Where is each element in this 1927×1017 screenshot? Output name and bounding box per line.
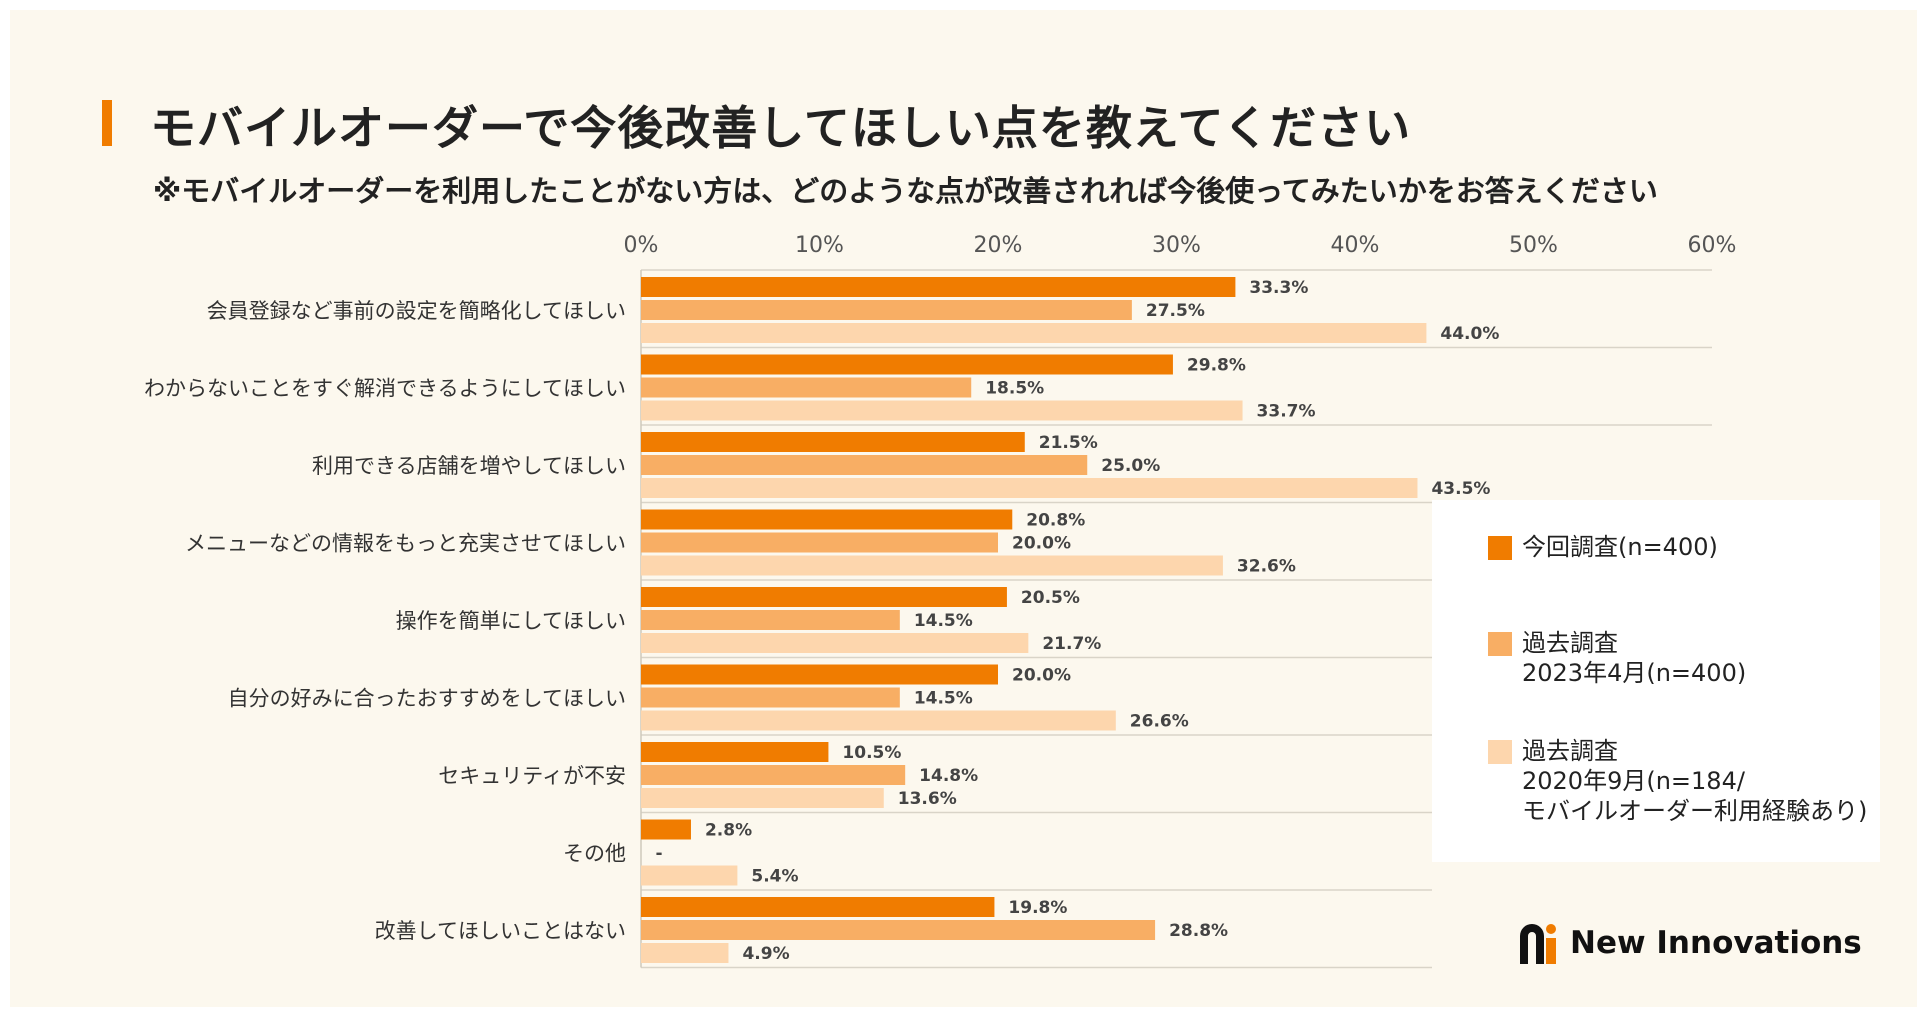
bar [641,587,1007,607]
category-label: メニューなどの情報をもっと充実させてほしい [185,532,626,556]
bar [641,664,998,685]
bar [641,765,906,785]
data-label: 44.0% [1440,324,1499,344]
bar [641,532,998,553]
data-label: 14.5% [914,611,973,631]
data-label: 2.8% [705,821,752,841]
legend-swatch-2020 [1488,740,1512,764]
bar [641,400,1243,421]
legend: 今回調査(n=400) 過去調査 2023年4月(n=400) 過去調査 202… [1432,500,1880,862]
bar [641,478,1418,498]
data-label: 26.6% [1130,712,1189,732]
data-label: 25.0% [1101,456,1160,476]
bar [641,687,900,708]
legend-swatch-current [1488,536,1512,560]
title-accent-bar [102,100,112,146]
logo-text: New Innovations [1570,925,1862,961]
data-label: 19.8% [1008,898,1067,918]
x-tick-label: 0% [624,233,659,258]
x-tick-label: 30% [1152,233,1201,258]
brand-logo: New Innovations [1518,920,1862,966]
bar [641,432,1025,452]
data-label: 29.8% [1187,356,1246,376]
bar [641,742,829,762]
legend-label: 過去調査 [1522,629,1618,657]
bar [641,865,738,886]
data-label: 20.8% [1026,511,1085,531]
data-label: 10.5% [842,743,901,763]
category-label: 利用できる店舗を増やしてほしい [312,454,626,478]
bar [641,819,691,840]
bar [641,455,1088,475]
data-label: 28.8% [1169,921,1228,941]
data-label: 43.5% [1431,479,1490,499]
bar [641,788,884,808]
data-label: 21.7% [1042,634,1101,654]
data-label: 18.5% [985,379,1044,399]
chart-title: モバイルオーダーで今後改善してほしい点を教えてください [150,101,1412,155]
category-label: 改善してほしいことはない [375,919,626,943]
data-label: 14.8% [919,766,978,786]
data-label: 20.0% [1012,534,1071,554]
x-tick-label: 20% [974,233,1023,258]
data-label: 20.5% [1021,588,1080,608]
legend-label: 過去調査 [1522,737,1618,765]
bar [641,323,1427,343]
data-label: 33.3% [1249,278,1308,298]
x-tick-label: 40% [1331,233,1380,258]
legend-label: モバイルオーダー利用経験あり) [1522,797,1868,825]
chart-subtitle: ※モバイルオーダーを利用したことがない方は、どのような点が改善されれば今後使って… [153,174,1658,208]
category-label: セキュリティが不安 [438,764,626,788]
bar [641,897,995,917]
x-tick-label: 60% [1688,233,1737,258]
data-label: - [655,844,662,864]
bar [641,555,1223,576]
category-label: わからないことをすぐ解消できるようにしてほしい [144,377,626,401]
category-label: 操作を簡単にしてほしい [396,609,626,633]
x-tick-label: 10% [795,233,844,258]
category-label: 会員登録など事前の設定を簡略化してほしい [207,299,626,323]
bar [641,277,1236,297]
new-innovations-logo-icon [1520,924,1556,964]
x-tick-label: 50% [1509,233,1558,258]
bar [641,710,1116,731]
legend-label: 2020年9月(n=184/ [1522,767,1745,795]
bar [641,300,1132,320]
bar [641,354,1173,375]
legend-label: 今回調査(n=400) [1522,533,1718,561]
bar [641,377,972,398]
category-label: 自分の好みに合ったおすすめをしてほしい [228,687,626,711]
data-label: 32.6% [1237,557,1296,577]
bar [641,920,1156,940]
data-label: 14.5% [914,689,973,709]
data-label: 33.7% [1257,402,1316,422]
legend-swatch-2023 [1488,632,1512,656]
data-label: 13.6% [898,789,957,809]
data-label: 27.5% [1146,301,1205,321]
legend-label: 2023年4月(n=400) [1522,659,1747,687]
data-label: 4.9% [742,944,789,964]
bar [641,943,729,963]
data-label: 21.5% [1039,433,1098,453]
data-label: 20.0% [1012,666,1071,686]
bar [641,610,900,630]
data-label: 5.4% [751,867,798,887]
bar [641,633,1029,653]
category-label: その他 [563,842,626,866]
bar [641,509,1013,530]
